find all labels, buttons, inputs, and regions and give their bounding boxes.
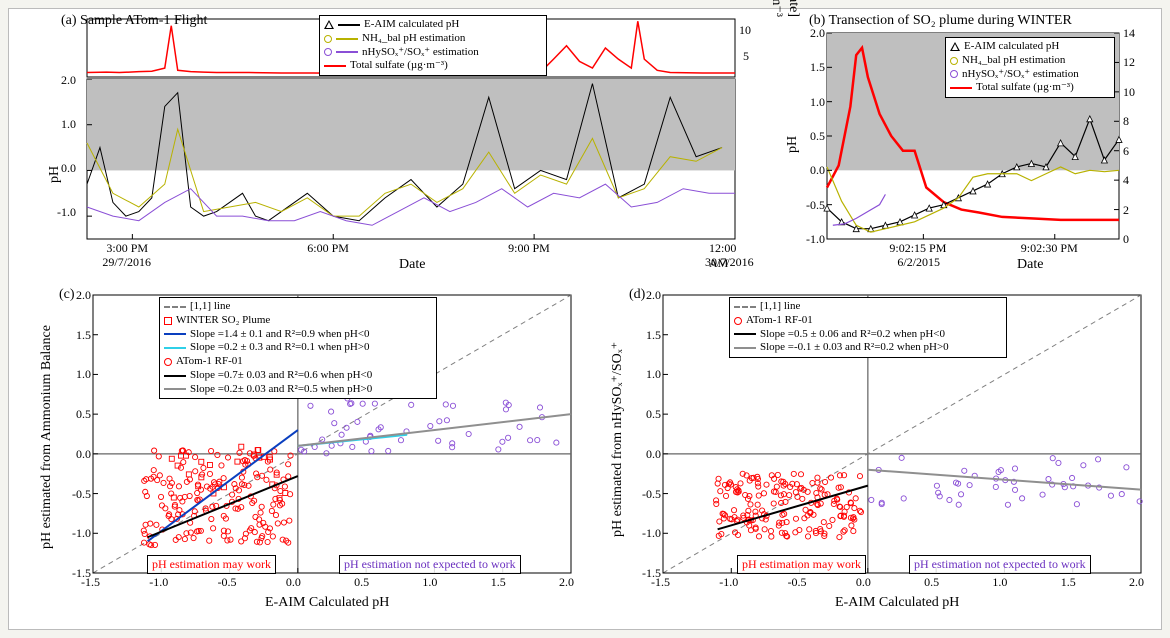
- tick: 1.5: [799, 60, 825, 75]
- tick: 0.5: [799, 129, 825, 144]
- tick: -0.5: [633, 487, 661, 502]
- tick: 9:02:30 PM: [1021, 241, 1078, 256]
- panel-b-legend: E-AIM calculated pH NH₄_bal pH estimatio…: [945, 37, 1115, 98]
- panel-d-legend: [1,1] line ATom-1 RF-01 Slope =0.5 ± 0.0…: [729, 297, 1007, 358]
- tick: 1.0: [799, 95, 825, 110]
- tick: 6:00 PM: [307, 241, 349, 256]
- tick: 2.0: [799, 26, 825, 41]
- tick: 8: [1123, 114, 1129, 129]
- tick-sub: 30/7/2016: [705, 255, 754, 270]
- tick: 12: [1123, 55, 1135, 70]
- panel-c: pH estimated from Ammonium Balance E-AIM…: [29, 287, 584, 622]
- legend-item: Slope =0.2± 0.03 and R²=0.5 when pH>0: [164, 383, 432, 397]
- legend-item: Slope =1.4 ± 0.1 and R²=0.9 when pH<0: [164, 328, 432, 342]
- panel-b: (b) Transection of SO₂ plume during WINT…: [779, 13, 1151, 273]
- tick: 1.0: [61, 117, 76, 132]
- tick: 0.5: [924, 575, 939, 590]
- legend-item: [1,1] line: [734, 300, 1002, 314]
- legend-item: NH₄_bal pH estimation: [950, 54, 1110, 68]
- tick: 2.0: [61, 73, 76, 88]
- tick: 4: [1123, 173, 1129, 188]
- tick: -1.0: [57, 205, 76, 220]
- panel-a-xlabel: Date: [399, 257, 425, 273]
- tick: 0.0: [61, 161, 76, 176]
- tick: 1.5: [63, 328, 91, 343]
- tick: 2.0: [559, 575, 574, 590]
- tick: 10: [1123, 85, 1135, 100]
- legend-item: nHySOₓ⁺/SOₓ⁺ estimation: [324, 46, 542, 60]
- tick: 0.0: [286, 575, 301, 590]
- legend-item: E-AIM calculated pH: [950, 40, 1110, 54]
- tick: -0.5: [788, 575, 807, 590]
- tick: 0.5: [354, 575, 369, 590]
- legend-item: Slope =-0.1 ± 0.03 and R²=0.2 when pH>0: [734, 341, 1002, 355]
- tick: 1.0: [63, 367, 91, 382]
- panel-b-title: (b) Transection of SO₂ plume during WINT…: [809, 13, 1072, 29]
- panel-d-ylabel: pH estimated from nHySOₓ⁺/SOₓ⁺: [609, 342, 626, 537]
- tick-sub: 6/2/2015: [897, 255, 940, 270]
- tick: 0.0: [799, 163, 825, 178]
- legend-item: ATom-1 RF-01: [734, 314, 1002, 328]
- tick: -0.5: [799, 198, 825, 213]
- tick: -1.0: [719, 575, 738, 590]
- panel-d-xlabel: E-AIM Calculated pH: [835, 595, 959, 611]
- tick: 1.5: [1061, 575, 1076, 590]
- legend-item: WINTER SO₂ Plume: [164, 314, 432, 328]
- tick: 1.0: [633, 367, 661, 382]
- tick: 9:02:15 PM: [889, 241, 946, 256]
- legend-item: Total sulfate (µg·m⁻³): [324, 59, 542, 73]
- tick: 0.0: [856, 575, 871, 590]
- tick: -1.5: [633, 566, 661, 581]
- figure-root: (a) Sample ATom-1 Flight [Sulfate] µg m⁻…: [8, 8, 1162, 630]
- tick: -0.5: [218, 575, 237, 590]
- panel-letter-c: (c): [59, 287, 75, 303]
- legend-item: Slope =0.7± 0.03 and R²=0.6 when pH<0: [164, 369, 432, 383]
- tick: 2.0: [1129, 575, 1144, 590]
- tick: -1.5: [63, 566, 91, 581]
- legend-item: nHySOₓ⁺/SOₓ⁺ estimation: [950, 68, 1110, 82]
- legend-item: Slope =0.5 ± 0.06 and R²=0.2 when pH<0: [734, 328, 1002, 342]
- tick: -1.0: [63, 526, 91, 541]
- panel-a-legend: E-AIM calculated pH NH₄_bal pH estimatio…: [319, 15, 547, 76]
- tick: 6: [1123, 144, 1129, 159]
- panel-d: pH estimated from nHySOₓ⁺/SOₓ⁺ E-AIM Cal…: [599, 287, 1154, 622]
- tick: 0.0: [63, 447, 91, 462]
- panel-c-legend: [1,1] line WINTER SO₂ Plume Slope =1.4 ±…: [159, 297, 437, 399]
- panel-b-xlabel: Date: [1017, 257, 1043, 273]
- legend-item: ATom-1 RF-01: [164, 355, 432, 369]
- legend-item: Total sulfate (µg·m⁻³): [950, 81, 1110, 95]
- tick: 9:00 PM: [508, 241, 550, 256]
- tick: 1.0: [992, 575, 1007, 590]
- legend-item: [1,1] line: [164, 300, 432, 314]
- tick: -1.0: [633, 526, 661, 541]
- tick: -0.5: [63, 487, 91, 502]
- tick: 1.0: [422, 575, 437, 590]
- annot-not-expected: pH estimation not expected to work: [339, 555, 521, 574]
- tick: 14: [1123, 26, 1135, 41]
- tick: 3:00 PM: [106, 241, 148, 256]
- panel-a-sulfate-tick-10: 10: [739, 23, 751, 38]
- legend-item: NH₄_bal pH estimation: [324, 32, 542, 46]
- tick: 2: [1123, 203, 1129, 218]
- panel-a: (a) Sample ATom-1 Flight [Sulfate] µg m⁻…: [39, 13, 739, 273]
- tick: -1.0: [799, 232, 825, 247]
- annot-not-expected-d: pH estimation not expected to work: [909, 555, 1091, 574]
- annot-may-work-d: pH estimation may work: [737, 555, 866, 574]
- tick: 0: [1123, 232, 1129, 247]
- panel-c-xlabel: E-AIM Calculated pH: [265, 595, 389, 611]
- tick-sub: 29/7/2016: [102, 255, 151, 270]
- tick: 0.5: [633, 407, 661, 422]
- tick: 1.5: [633, 328, 661, 343]
- panel-c-ylabel: pH estimated from Ammonium Balance: [39, 325, 55, 549]
- annot-may-work: pH estimation may work: [147, 555, 276, 574]
- tick: 0.5: [63, 407, 91, 422]
- panel-a-plot: [87, 79, 735, 239]
- tick: 1.5: [491, 575, 506, 590]
- panel-letter-d: (d): [629, 287, 645, 303]
- panel-a-sulfate-tick-5: 5: [743, 49, 749, 64]
- legend-item: Slope =0.2 ± 0.3 and R²=0.1 when pH>0: [164, 341, 432, 355]
- tick: -1.0: [149, 575, 168, 590]
- legend-item: E-AIM calculated pH: [324, 18, 542, 32]
- tick: 0.0: [633, 447, 661, 462]
